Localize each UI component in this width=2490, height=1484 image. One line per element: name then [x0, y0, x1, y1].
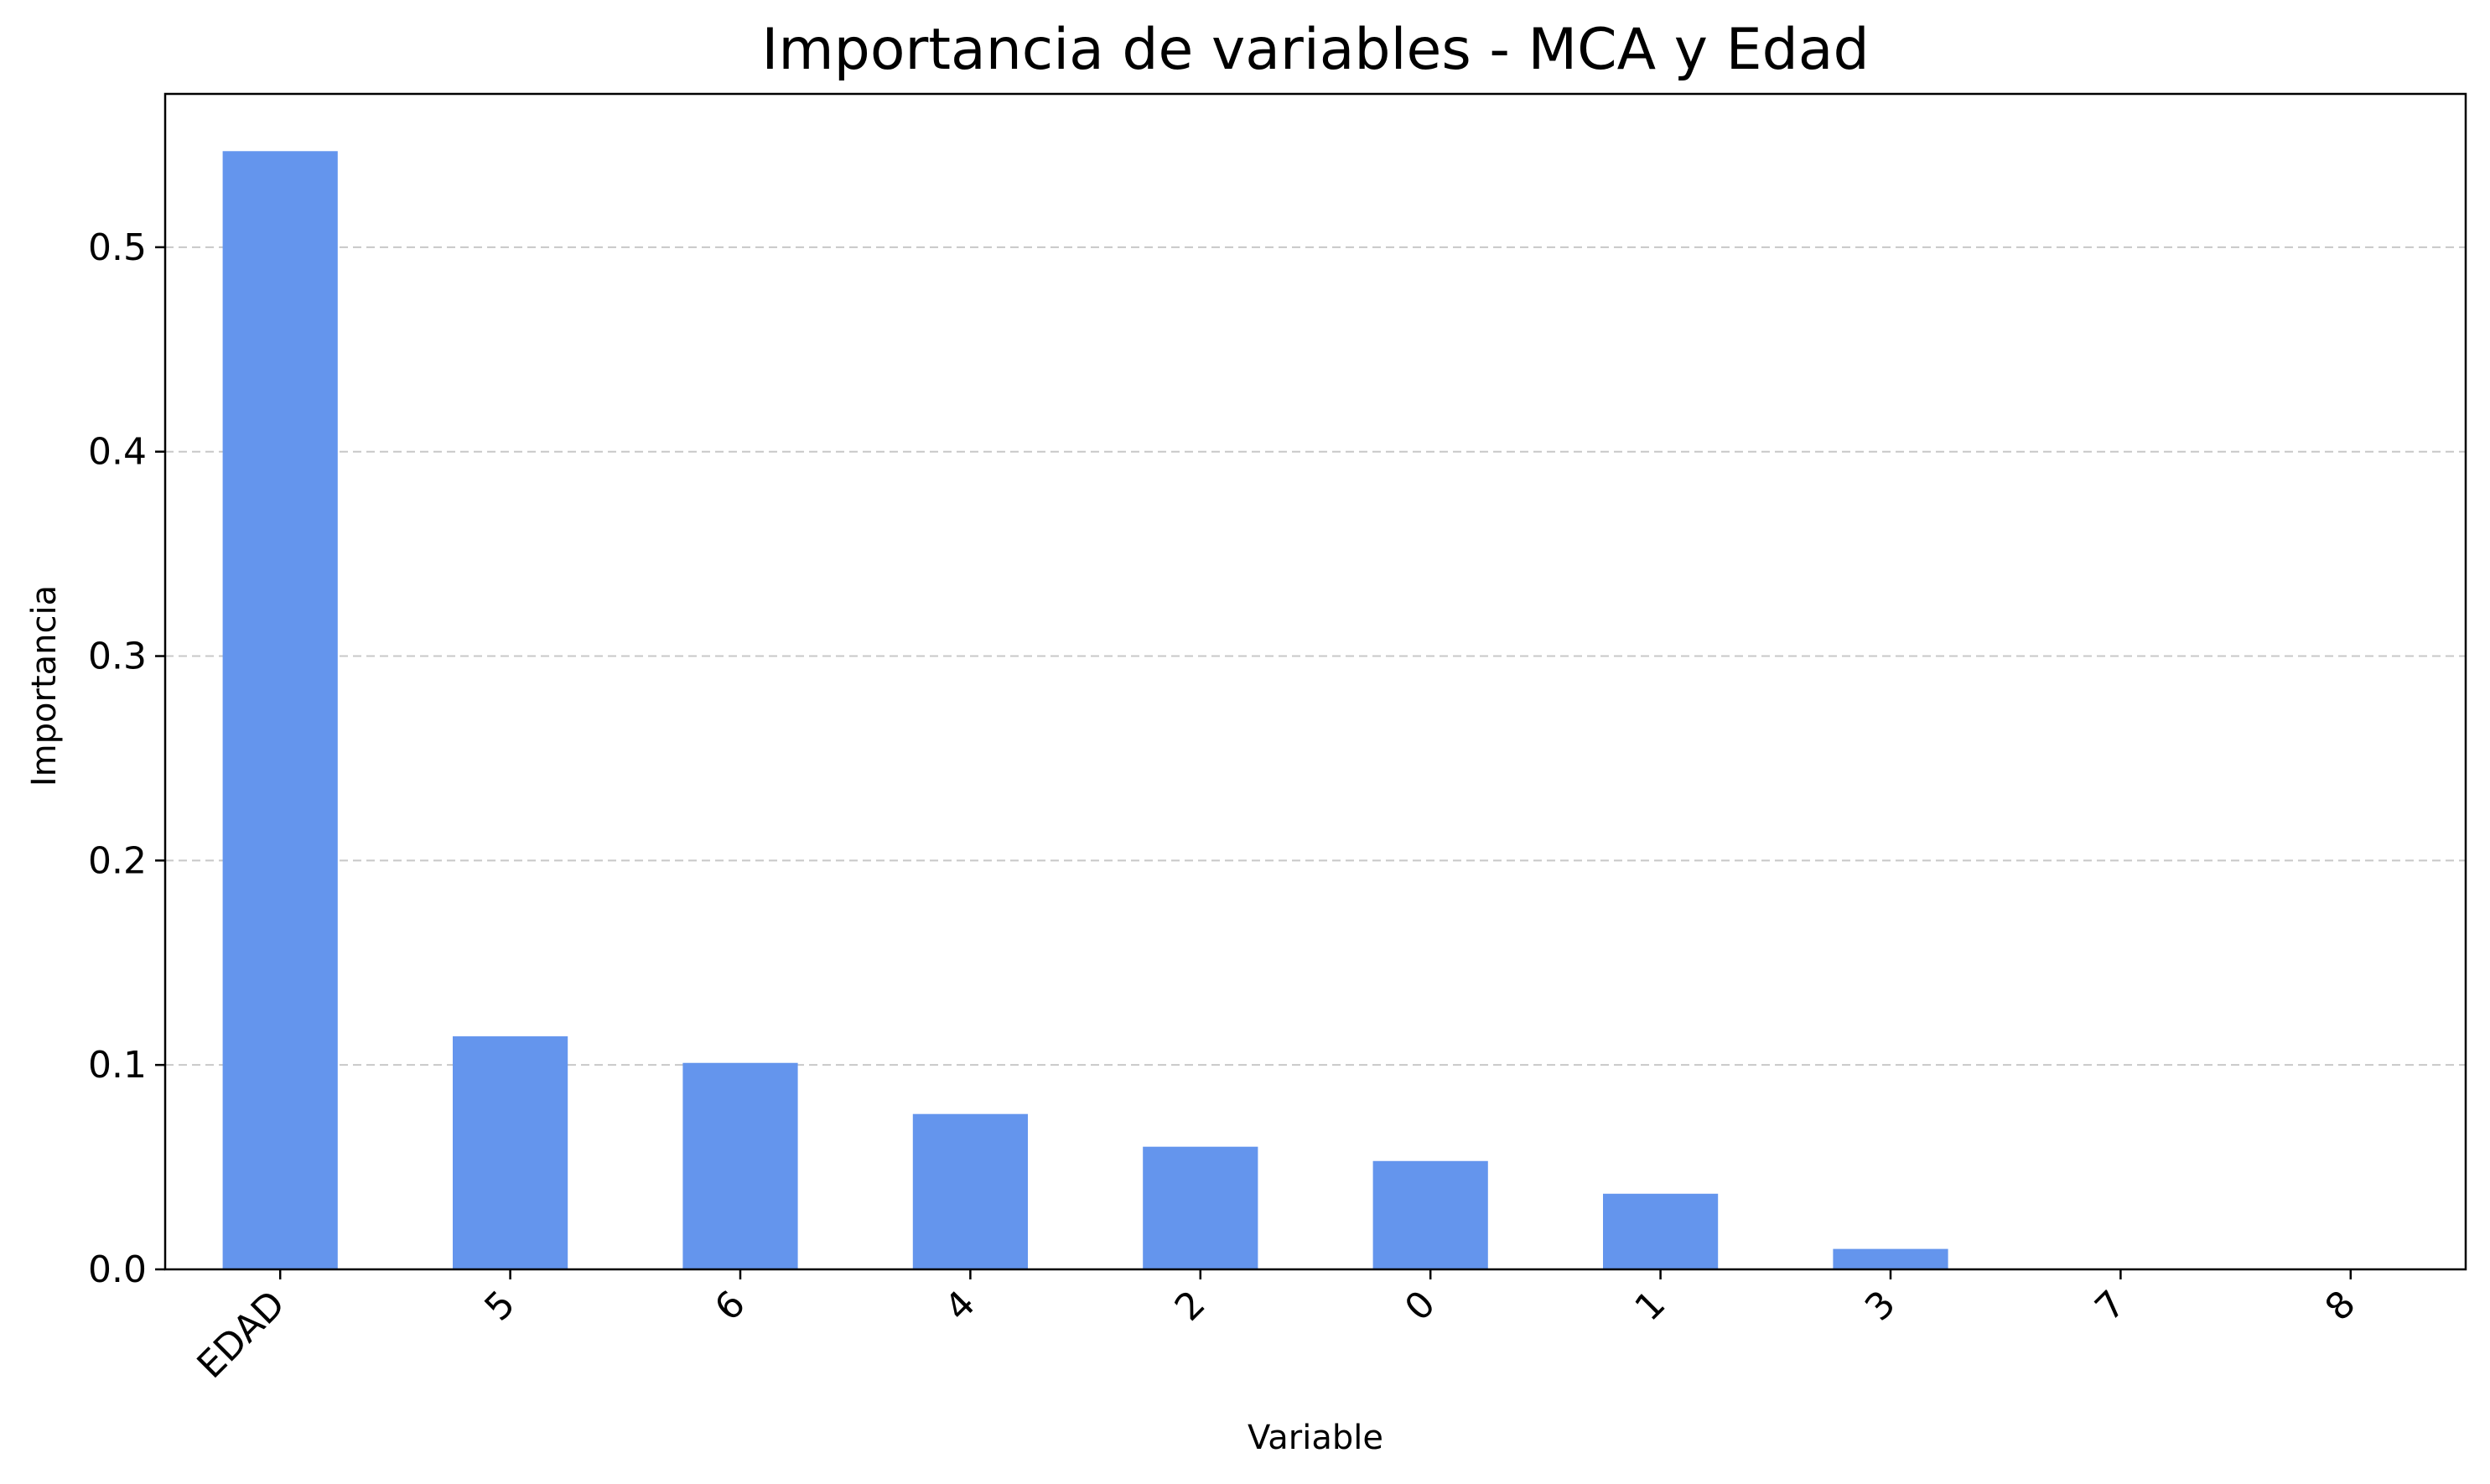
bar-6: [682, 1062, 798, 1269]
x-tick-label: EDAD: [189, 1283, 293, 1387]
y-tick-label: 0.1: [88, 1044, 147, 1087]
y-axis-label: Importancia: [25, 585, 64, 786]
y-tick-label: 0.0: [88, 1248, 147, 1291]
x-tick-label: 6: [707, 1283, 754, 1330]
bar-edad: [222, 151, 338, 1270]
bar-4: [912, 1113, 1028, 1269]
y-tick-label: 0.2: [88, 839, 147, 882]
bar-5: [453, 1036, 568, 1269]
y-axis-ticks: 0.0 0.1 0.2 0.3 0.4 0.5: [88, 226, 165, 1291]
bar-0: [1372, 1160, 1488, 1269]
x-tick-label: 1: [1627, 1283, 1674, 1330]
x-tick-label: 0: [1397, 1283, 1444, 1330]
x-tick-label: 7: [2087, 1283, 2134, 1330]
plot-frame: [163, 92, 2467, 1271]
y-tick-label: 0.3: [88, 636, 147, 678]
bar-2: [1143, 1146, 1258, 1269]
bar-1: [1603, 1193, 1719, 1269]
bars: [222, 151, 1948, 1270]
y-tick-label: 0.5: [88, 226, 147, 269]
x-tick-label: 3: [1857, 1283, 1904, 1330]
chart-title: Importancia de variables - MCA y Edad: [761, 17, 1869, 83]
x-tick-label: 2: [1167, 1283, 1214, 1330]
y-tick-label: 0.4: [88, 431, 147, 474]
x-tick-label: 4: [936, 1283, 983, 1330]
gridlines: [165, 246, 2466, 1066]
x-tick-label: 8: [2317, 1283, 2364, 1330]
x-axis-label: Variable: [1248, 1419, 1383, 1457]
bar-3: [1833, 1248, 1948, 1269]
x-tick-label: 5: [477, 1283, 524, 1330]
x-axis-ticks: EDAD 5 6 4 2 0 1 3 7 8: [189, 1269, 2364, 1387]
